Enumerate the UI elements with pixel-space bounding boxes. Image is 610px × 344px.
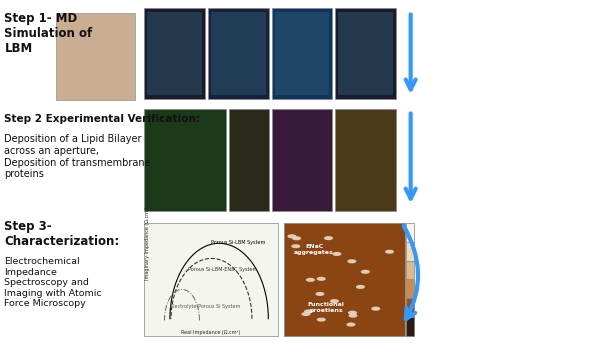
Ellipse shape xyxy=(287,234,296,238)
Ellipse shape xyxy=(371,307,380,311)
Text: Functional
proetiens: Functional proetiens xyxy=(308,302,345,313)
Ellipse shape xyxy=(324,236,333,240)
Ellipse shape xyxy=(361,270,370,274)
Ellipse shape xyxy=(348,311,357,315)
Text: Step 2 Experimental Verification:: Step 2 Experimental Verification: xyxy=(4,114,200,124)
FancyBboxPatch shape xyxy=(406,223,414,336)
Ellipse shape xyxy=(346,322,356,326)
FancyBboxPatch shape xyxy=(406,298,414,317)
FancyBboxPatch shape xyxy=(144,109,226,211)
FancyBboxPatch shape xyxy=(208,8,268,99)
FancyBboxPatch shape xyxy=(336,109,396,211)
FancyBboxPatch shape xyxy=(271,109,332,211)
FancyBboxPatch shape xyxy=(406,242,414,261)
FancyBboxPatch shape xyxy=(336,8,396,99)
Ellipse shape xyxy=(315,292,325,296)
FancyBboxPatch shape xyxy=(406,223,414,242)
Text: ENaC
aggregates: ENaC aggregates xyxy=(294,244,334,255)
FancyBboxPatch shape xyxy=(144,8,205,99)
FancyBboxPatch shape xyxy=(406,279,414,298)
Ellipse shape xyxy=(317,318,326,322)
Text: Step 3-
Characterization:: Step 3- Characterization: xyxy=(4,220,120,248)
Ellipse shape xyxy=(347,259,356,264)
Text: Porous Si-LBM-ENaC System: Porous Si-LBM-ENaC System xyxy=(188,267,257,272)
Text: Imaginary Impedance (Ω.cm²): Imaginary Impedance (Ω.cm²) xyxy=(145,207,149,280)
FancyBboxPatch shape xyxy=(406,261,414,279)
FancyBboxPatch shape xyxy=(229,109,268,211)
Ellipse shape xyxy=(317,277,326,281)
Ellipse shape xyxy=(348,314,357,318)
Text: Electrolyte-Porous Si System: Electrolyte-Porous Si System xyxy=(170,304,240,310)
Bar xyxy=(211,12,265,95)
FancyBboxPatch shape xyxy=(271,8,332,99)
Ellipse shape xyxy=(356,285,365,289)
FancyBboxPatch shape xyxy=(406,317,414,336)
Text: Electrochemical
Impedance
Spectroscopy and
Imaging with Atomic
Force Microscopy: Electrochemical Impedance Spectroscopy a… xyxy=(4,257,102,308)
Ellipse shape xyxy=(385,250,394,254)
FancyBboxPatch shape xyxy=(284,223,405,336)
Text: Porous Si-LBM System: Porous Si-LBM System xyxy=(211,240,265,245)
FancyBboxPatch shape xyxy=(144,223,278,336)
Ellipse shape xyxy=(301,312,310,316)
Ellipse shape xyxy=(332,252,342,256)
Text: Real Impedance (Ω.cm²): Real Impedance (Ω.cm²) xyxy=(181,330,240,335)
Text: Step 1- MD
Simulation of
LBM: Step 1- MD Simulation of LBM xyxy=(4,12,93,55)
Ellipse shape xyxy=(304,309,313,313)
Bar xyxy=(339,12,393,95)
Text: Deposition of a Lipid Bilayer
across an aperture,
Deposition of transmembrane
pr: Deposition of a Lipid Bilayer across an … xyxy=(4,135,151,179)
FancyBboxPatch shape xyxy=(56,13,135,100)
Ellipse shape xyxy=(291,244,300,248)
Bar xyxy=(274,12,329,95)
Ellipse shape xyxy=(292,236,301,240)
Ellipse shape xyxy=(330,299,339,303)
Bar xyxy=(147,12,202,95)
Ellipse shape xyxy=(306,278,315,282)
